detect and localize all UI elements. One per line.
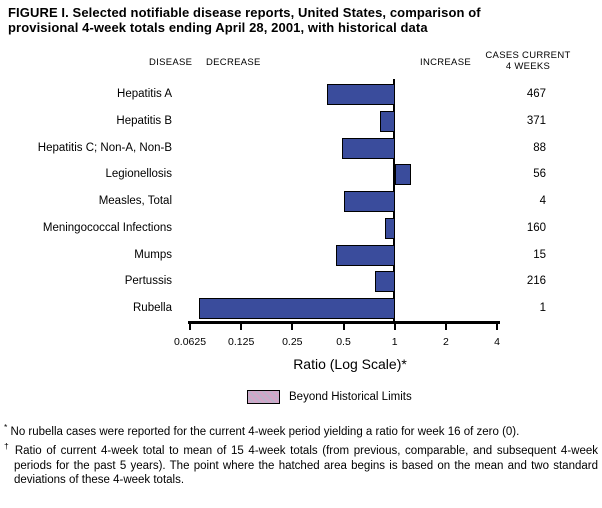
footnote-marker-dagger: † bbox=[4, 441, 11, 452]
figure-title-line1: FIGURE I. Selected notifiable disease re… bbox=[8, 5, 481, 20]
cases-value-rubella: 1 bbox=[539, 302, 546, 314]
x-axis-tick-label-0.25: 0.25 bbox=[282, 336, 303, 348]
column-header-disease: DISEASE bbox=[149, 57, 193, 68]
x-axis-tick-label-1: 1 bbox=[391, 336, 398, 348]
footnote-ratio-definition: † Ratio of current 4-week total to mean … bbox=[4, 439, 598, 488]
bar-hepatitis-c-non-a-non-b bbox=[342, 137, 395, 159]
bar-pertussis bbox=[375, 271, 395, 293]
disease-label-hepatitis-c-non-a-non-b: Hepatitis C; Non-A, Non-B bbox=[37, 141, 172, 154]
disease-label-measles-total: Measles, Total bbox=[98, 195, 172, 207]
x-axis-tick-label-2: 2 bbox=[442, 336, 449, 348]
x-axis-line bbox=[188, 321, 500, 324]
disease-label-hepatitis-b: Hepatitis B bbox=[116, 114, 172, 127]
x-axis-tick-0.5 bbox=[342, 324, 345, 330]
cases-value-pertussis: 216 bbox=[526, 275, 546, 288]
disease-label-legionellosis: Legionellosis bbox=[105, 168, 173, 181]
cases-header-line1: CASES CURRENT bbox=[485, 50, 571, 61]
cases-value-hepatitis-a: 467 bbox=[526, 88, 546, 100]
cases-value-meningococcal-infections: 160 bbox=[526, 221, 546, 234]
bar-rubella bbox=[199, 298, 395, 319]
bar-meningococcal-infections bbox=[385, 217, 395, 239]
cases-value-measles-total: 4 bbox=[539, 195, 546, 207]
legend: Beyond Historical Limits bbox=[247, 388, 412, 404]
footnote-marker-asterisk: * bbox=[4, 422, 8, 432]
legend-label: Beyond Historical Limits bbox=[289, 390, 412, 403]
figure-title: FIGURE I. Selected notifiable disease re… bbox=[8, 5, 568, 35]
legend-swatch-beyond-historical-limits bbox=[247, 389, 280, 404]
bar-measles-total bbox=[343, 191, 395, 212]
cases-value-hepatitis-c-non-a-non-b: 88 bbox=[533, 141, 546, 154]
cases-value-hepatitis-b: 371 bbox=[526, 114, 546, 127]
bar-hepatitis-a bbox=[327, 84, 395, 105]
cases-header-line2: 4 WEEKS bbox=[505, 60, 551, 72]
disease-label-pertussis: Pertussis bbox=[124, 275, 172, 288]
x-axis-tick-1 bbox=[393, 324, 396, 330]
footnotes: * No rubella cases were reported for the… bbox=[4, 420, 598, 488]
x-axis-tick-label-4: 4 bbox=[494, 336, 500, 348]
disease-label-rubella: Rubella bbox=[133, 302, 172, 314]
footnote-ratio-text: Ratio of current 4-week total to mean of… bbox=[14, 445, 598, 487]
disease-label-mumps: Mumps bbox=[134, 248, 172, 261]
footnote-rubella-zero: * No rubella cases were reported for the… bbox=[4, 420, 598, 439]
disease-label-hepatitis-a: Hepatitis A bbox=[117, 88, 172, 100]
column-header-cases-current-4-weeks: CASES CURRENT 4 WEEKS bbox=[477, 50, 579, 72]
bar-hepatitis-b bbox=[380, 110, 395, 132]
figure-title-line2: provisional 4-week totals ending April 2… bbox=[8, 19, 428, 35]
bar-mumps bbox=[335, 244, 395, 266]
x-axis-tick-4 bbox=[496, 324, 498, 330]
bar-legionellosis bbox=[394, 164, 412, 186]
x-axis-tick-0.125 bbox=[240, 324, 243, 330]
x-axis-tick-label-0.125: 0.125 bbox=[228, 336, 255, 348]
x-axis-tick-label-0.5: 0.5 bbox=[336, 336, 351, 348]
x-axis-tick-0.25 bbox=[291, 324, 294, 330]
x-axis-tick-2 bbox=[444, 324, 447, 330]
x-axis-tick-0.0625 bbox=[189, 324, 191, 330]
disease-label-meningococcal-infections: Meningococcal Infections bbox=[42, 221, 172, 234]
x-axis-tick-label-0.0625: 0.0625 bbox=[173, 336, 207, 348]
column-header-decrease: DECREASE bbox=[206, 57, 261, 68]
footnote-rubella-text: No rubella cases were reported for the c… bbox=[10, 425, 520, 438]
cases-value-mumps: 15 bbox=[533, 248, 546, 261]
cases-value-legionellosis: 56 bbox=[533, 168, 546, 181]
x-axis-label: Ratio (Log Scale)* bbox=[293, 356, 407, 372]
column-header-increase: INCREASE bbox=[420, 57, 471, 68]
